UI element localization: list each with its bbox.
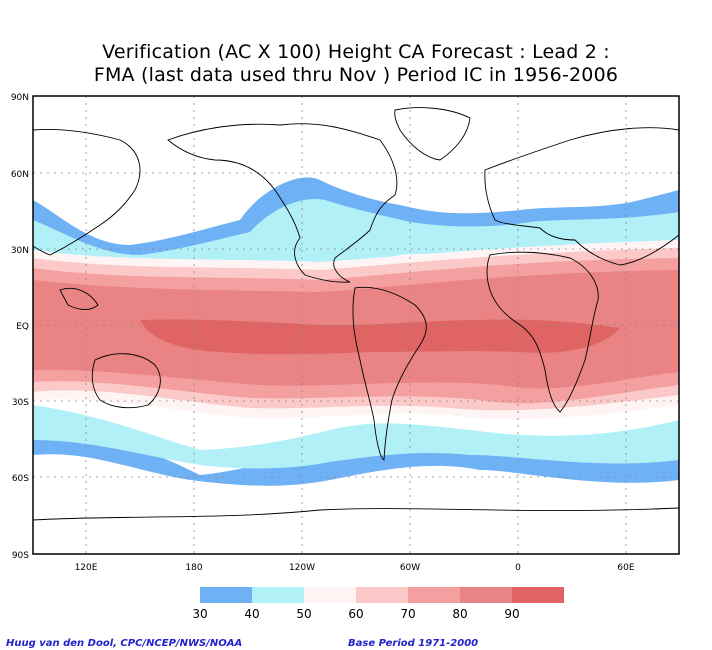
graticule [33, 96, 679, 554]
colorbar: 30 40 50 60 70 80 90 [192, 587, 564, 621]
colorbar-tick-30: 30 [192, 607, 207, 621]
map-frame [32, 95, 680, 555]
coast-eurasia [484, 127, 679, 266]
lat-label-90n: 90N [11, 93, 29, 103]
coast-africa [486, 251, 599, 413]
anomaly-field [33, 96, 679, 554]
lon-label-180: 180 [185, 563, 202, 573]
lat-label-30n: 30N [11, 246, 29, 256]
coast-asia-west [33, 129, 141, 256]
coast-north-america [167, 123, 398, 283]
lat-label-90s: 90S [12, 551, 29, 561]
coast-antarctica [33, 507, 679, 521]
lon-axis: 120E 180 120W 60W 0 60E [75, 563, 635, 573]
colorbar-swatch-2 [252, 587, 304, 603]
colorbar-swatch-4 [356, 587, 408, 603]
coast-south-america [352, 286, 427, 461]
coast-australia [91, 353, 161, 409]
colorbar-tick-90: 90 [504, 607, 519, 621]
lon-label-120w: 120W [289, 563, 315, 573]
lon-label-120e: 120E [75, 563, 98, 573]
base-period-text: Base Period 1971-2000 [348, 638, 479, 649]
lat-label-60s: 60S [12, 474, 29, 484]
colorbar-tick-40: 40 [244, 607, 259, 621]
colorbar-tick-60: 60 [348, 607, 363, 621]
colorbar-tick-70: 70 [400, 607, 415, 621]
colorbar-swatch-1 [200, 587, 252, 603]
lat-axis: 90N 60N 30N EQ 30S 60S 90S [11, 93, 29, 561]
colorbar-swatch-3 [304, 587, 356, 603]
contour-40-north [33, 199, 679, 278]
colorbar-swatch-5 [408, 587, 460, 603]
map-title-line2: FMA (last data used thru Nov ) Period IC… [93, 64, 619, 86]
colorbar-tick-80: 80 [452, 607, 467, 621]
lat-label-60n: 60N [11, 170, 29, 180]
colorbar-tick-50: 50 [296, 607, 311, 621]
coast-islands [59, 287, 99, 310]
coastlines [33, 107, 679, 521]
contour-40-south [33, 405, 679, 469]
credit-text: Huug van den Dool, CPC/NCEP/NWS/NOAA [6, 638, 243, 649]
lon-label-60w: 60W [400, 563, 420, 573]
colorbar-swatch-6 [460, 587, 512, 603]
lon-label-60e: 60E [617, 563, 634, 573]
map-title-line1: Verification (AC X 100) Height CA Foreca… [102, 41, 610, 63]
lat-label-eq: EQ [16, 322, 29, 332]
colorbar-swatch-7 [512, 587, 564, 603]
lon-label-0: 0 [515, 563, 521, 573]
contour-90 [140, 319, 620, 355]
coast-greenland [394, 107, 471, 161]
lat-label-30s: 30S [12, 398, 29, 408]
